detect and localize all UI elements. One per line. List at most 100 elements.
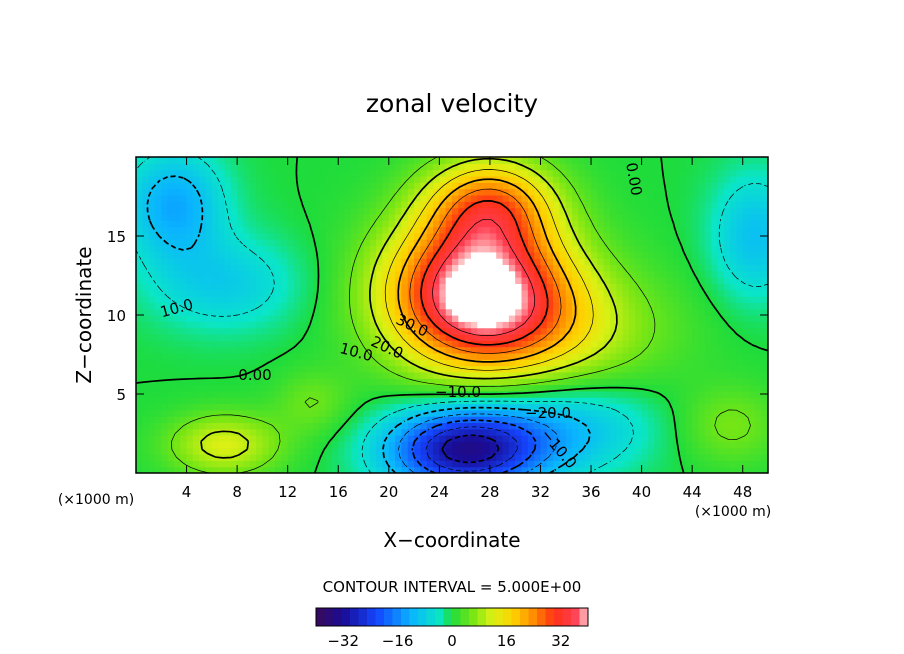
- heat-cell: [559, 302, 567, 310]
- heat-cell: [610, 435, 617, 442]
- heat-cell: [572, 321, 579, 329]
- heat-cell: [192, 365, 200, 373]
- heat-cell: [597, 232, 605, 240]
- heat-cell: [281, 258, 289, 266]
- heat-cell: [610, 207, 617, 215]
- heat-cell: [180, 296, 188, 303]
- heat-cell: [199, 175, 207, 183]
- heat-cell: [249, 283, 257, 291]
- heat-cell: [761, 194, 768, 202]
- heat-cell: [635, 333, 643, 341]
- heat-cell: [325, 220, 333, 228]
- heat-cell: [660, 340, 668, 348]
- heat-cell: [666, 454, 674, 461]
- heat-cell: [357, 327, 365, 335]
- heat-cell: [597, 340, 605, 348]
- heat-cell: [256, 245, 263, 253]
- heat-cell: [508, 289, 516, 297]
- heat-cell: [591, 188, 598, 196]
- heat-cell: [268, 397, 276, 405]
- heat-cell: [180, 163, 188, 171]
- heat-cell: [515, 340, 523, 348]
- heat-cell: [312, 264, 320, 272]
- heat-cell: [211, 157, 219, 164]
- heat-cell: [294, 447, 301, 455]
- heat-cell: [660, 239, 668, 247]
- heat-cell: [401, 302, 409, 310]
- heat-cell: [458, 321, 466, 329]
- heat-cell: [647, 220, 655, 228]
- heat-cell: [685, 333, 693, 341]
- heat-cell: [660, 359, 668, 367]
- heat-cell: [496, 277, 504, 284]
- heat-cell: [628, 441, 636, 449]
- heat-cell: [243, 454, 251, 461]
- heat-cell: [736, 315, 744, 322]
- heat-cell: [572, 466, 579, 473]
- heat-cell: [306, 289, 314, 297]
- heat-cell: [154, 403, 162, 411]
- heat-cell: [496, 188, 504, 196]
- heat-cell: [439, 245, 447, 253]
- heat-cell: [489, 327, 497, 335]
- heat-cell: [414, 403, 421, 411]
- heat-cell: [395, 264, 403, 272]
- heat-cell: [647, 403, 655, 411]
- heat-cell: [281, 239, 289, 247]
- heat-cell: [464, 169, 472, 177]
- heat-cell: [553, 258, 561, 266]
- heat-cell: [730, 416, 737, 424]
- heat-cell: [148, 182, 156, 190]
- heat-cell: [180, 157, 188, 164]
- heat-cell: [300, 169, 308, 177]
- heat-cell: [199, 302, 207, 310]
- heat-cell: [736, 188, 744, 196]
- heat-cell: [755, 403, 763, 411]
- heat-cell: [243, 232, 251, 240]
- heat-cell: [723, 302, 731, 310]
- heat-cell: [477, 447, 485, 455]
- heat-cell: [357, 435, 365, 442]
- heat-cell: [218, 378, 226, 386]
- heat-cell: [136, 365, 143, 373]
- heat-cell: [673, 289, 681, 297]
- heat-cell: [382, 302, 390, 310]
- heat-cell: [192, 226, 200, 234]
- heat-cell: [508, 270, 516, 278]
- heat-cell: [464, 226, 472, 234]
- heat-cell: [344, 182, 352, 190]
- heat-cell: [515, 397, 523, 405]
- heat-cell: [508, 315, 516, 322]
- heat-cell: [470, 441, 478, 449]
- heat-cell: [325, 333, 333, 341]
- heat-cell: [761, 175, 768, 183]
- heat-cell: [237, 441, 245, 449]
- heat-cell: [357, 384, 365, 392]
- heat-cell: [692, 157, 700, 164]
- heat-cell: [357, 245, 365, 253]
- heat-cell: [218, 226, 226, 234]
- heat-cell: [755, 384, 763, 392]
- heat-cell: [603, 390, 611, 398]
- heat-cell: [679, 422, 687, 430]
- heat-cell: [540, 251, 548, 259]
- heat-cell: [407, 441, 415, 449]
- heat-cell: [205, 226, 213, 234]
- heat-cell: [338, 207, 346, 215]
- heat-cell: [673, 157, 681, 164]
- heat-cell: [281, 409, 289, 417]
- heat-cell: [540, 352, 548, 360]
- heat-cell: [635, 352, 643, 360]
- heat-cell: [464, 333, 472, 341]
- heat-cell: [534, 333, 542, 341]
- heat-cell: [673, 409, 681, 417]
- heat-cell: [452, 283, 459, 291]
- heat-cell: [647, 194, 655, 202]
- heat-cell: [136, 302, 143, 310]
- heat-cell: [237, 378, 245, 386]
- heat-cell: [496, 157, 504, 164]
- heat-cell: [275, 245, 282, 253]
- heat-cell: [331, 447, 339, 455]
- heat-cell: [666, 428, 674, 436]
- heat-cell: [306, 277, 314, 284]
